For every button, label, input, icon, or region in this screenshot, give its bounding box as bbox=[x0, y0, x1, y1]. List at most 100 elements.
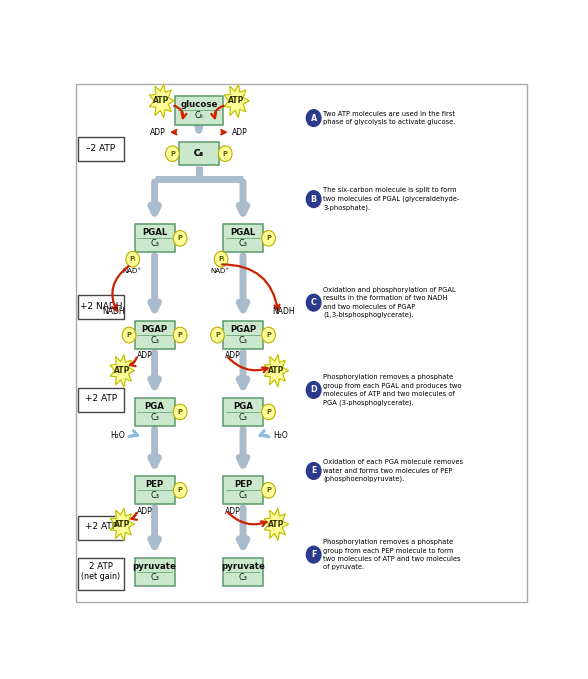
Circle shape bbox=[211, 327, 225, 343]
Text: glucose: glucose bbox=[180, 100, 218, 109]
Text: P: P bbox=[223, 151, 228, 157]
Text: ATP: ATP bbox=[228, 96, 245, 105]
Text: ATP: ATP bbox=[268, 520, 284, 529]
Circle shape bbox=[306, 382, 321, 399]
Circle shape bbox=[218, 146, 232, 162]
Text: PGAL: PGAL bbox=[142, 228, 167, 237]
Text: C₃: C₃ bbox=[150, 573, 159, 582]
Circle shape bbox=[173, 230, 187, 246]
Circle shape bbox=[126, 251, 139, 267]
Text: ADP: ADP bbox=[225, 352, 241, 361]
Circle shape bbox=[173, 483, 187, 498]
Text: +2 ATP: +2 ATP bbox=[85, 522, 117, 532]
Text: C₆: C₆ bbox=[194, 149, 204, 158]
Polygon shape bbox=[224, 84, 249, 117]
Text: ATP: ATP bbox=[153, 96, 169, 105]
Text: P: P bbox=[126, 332, 132, 338]
Text: C₃: C₃ bbox=[150, 240, 159, 249]
Text: +2 NADH: +2 NADH bbox=[79, 301, 122, 311]
Text: –2 ATP: –2 ATP bbox=[86, 144, 115, 153]
Text: P: P bbox=[178, 332, 182, 338]
Circle shape bbox=[262, 483, 275, 498]
Circle shape bbox=[262, 404, 275, 420]
Text: B: B bbox=[310, 195, 317, 204]
Text: ADP: ADP bbox=[232, 128, 248, 136]
Text: PEP: PEP bbox=[234, 480, 252, 490]
Text: Pᵢ: Pᵢ bbox=[218, 256, 225, 262]
Text: The six-carbon molecule is split to form
two molecules of PGAL (glyceraldehyde-
: The six-carbon molecule is split to form… bbox=[323, 187, 459, 211]
Text: C₃: C₃ bbox=[150, 336, 159, 345]
FancyBboxPatch shape bbox=[223, 398, 263, 426]
Text: PEP: PEP bbox=[145, 480, 163, 490]
FancyBboxPatch shape bbox=[223, 557, 263, 586]
Polygon shape bbox=[149, 84, 174, 117]
Text: Oxidation of each PGA molecule removes
water and forms two molecules of PEP
(pho: Oxidation of each PGA molecule removes w… bbox=[323, 460, 463, 483]
Circle shape bbox=[306, 462, 321, 479]
Text: ATP: ATP bbox=[113, 366, 130, 375]
Text: PGA: PGA bbox=[145, 402, 165, 411]
Text: ATP: ATP bbox=[268, 366, 284, 375]
Text: ADP: ADP bbox=[225, 507, 241, 516]
Text: F: F bbox=[311, 550, 316, 559]
Text: Oxidation and phosphorylation of PGAL
results in the formation of two NADH
and t: Oxidation and phosphorylation of PGAL re… bbox=[323, 287, 456, 318]
Text: P: P bbox=[215, 332, 220, 338]
Text: ADP: ADP bbox=[150, 128, 166, 136]
Text: H₂O: H₂O bbox=[273, 431, 288, 441]
Circle shape bbox=[166, 146, 179, 162]
Text: C₃: C₃ bbox=[239, 240, 248, 249]
Text: C₃: C₃ bbox=[239, 492, 248, 500]
Text: H₂O: H₂O bbox=[110, 431, 125, 441]
Circle shape bbox=[173, 327, 187, 343]
FancyBboxPatch shape bbox=[135, 224, 175, 253]
Text: C₃: C₃ bbox=[239, 336, 248, 345]
Text: ATP: ATP bbox=[113, 520, 130, 529]
FancyBboxPatch shape bbox=[78, 295, 124, 319]
FancyBboxPatch shape bbox=[223, 224, 263, 253]
Text: NADH: NADH bbox=[273, 306, 295, 316]
Text: pyruvate: pyruvate bbox=[133, 562, 176, 571]
Circle shape bbox=[214, 251, 228, 267]
Polygon shape bbox=[264, 354, 288, 386]
FancyBboxPatch shape bbox=[135, 398, 175, 426]
Text: ADP: ADP bbox=[137, 352, 152, 361]
Text: Phosphorylation removes a phosphate
group from each PEP molecule to form
two mol: Phosphorylation removes a phosphate grou… bbox=[323, 539, 461, 570]
FancyBboxPatch shape bbox=[76, 84, 527, 602]
FancyBboxPatch shape bbox=[175, 96, 222, 125]
FancyBboxPatch shape bbox=[78, 388, 124, 412]
Text: PGAP: PGAP bbox=[230, 325, 256, 334]
Text: 2 ATP: 2 ATP bbox=[89, 562, 113, 570]
Text: C₃: C₃ bbox=[150, 492, 159, 500]
FancyBboxPatch shape bbox=[223, 476, 263, 504]
Text: C: C bbox=[310, 298, 316, 307]
Text: P: P bbox=[266, 409, 271, 415]
Text: NAD⁺: NAD⁺ bbox=[211, 268, 230, 274]
Polygon shape bbox=[110, 354, 134, 386]
Text: P: P bbox=[266, 332, 271, 338]
Text: C₆: C₆ bbox=[194, 149, 204, 158]
Text: P: P bbox=[266, 488, 271, 494]
Circle shape bbox=[262, 327, 275, 343]
Text: Phosphorylation removes a phosphate
group from each PGAL and produces two
molecu: Phosphorylation removes a phosphate grou… bbox=[323, 374, 462, 405]
Text: +2 ATP: +2 ATP bbox=[85, 394, 117, 403]
Text: D: D bbox=[310, 386, 317, 394]
Circle shape bbox=[173, 404, 187, 420]
Text: NAD⁺: NAD⁺ bbox=[122, 268, 141, 274]
Text: PGA: PGA bbox=[233, 402, 253, 411]
Polygon shape bbox=[110, 509, 134, 540]
Text: PGAL: PGAL bbox=[230, 228, 256, 237]
Text: pyruvate: pyruvate bbox=[221, 562, 265, 571]
Text: Two ATP molecules are used in the first
phase of glycolysis to activate glucose.: Two ATP molecules are used in the first … bbox=[323, 111, 456, 125]
FancyBboxPatch shape bbox=[135, 476, 175, 504]
Text: P: P bbox=[266, 236, 271, 241]
Circle shape bbox=[306, 547, 321, 563]
Text: P: P bbox=[170, 151, 175, 157]
Text: E: E bbox=[311, 466, 316, 475]
Polygon shape bbox=[264, 509, 288, 540]
Text: (net gain): (net gain) bbox=[81, 572, 121, 581]
Circle shape bbox=[306, 191, 321, 208]
Circle shape bbox=[306, 110, 321, 126]
Text: ADP: ADP bbox=[137, 507, 152, 516]
Circle shape bbox=[306, 294, 321, 311]
Text: C₃: C₃ bbox=[239, 573, 248, 582]
Text: C₃: C₃ bbox=[150, 413, 159, 422]
